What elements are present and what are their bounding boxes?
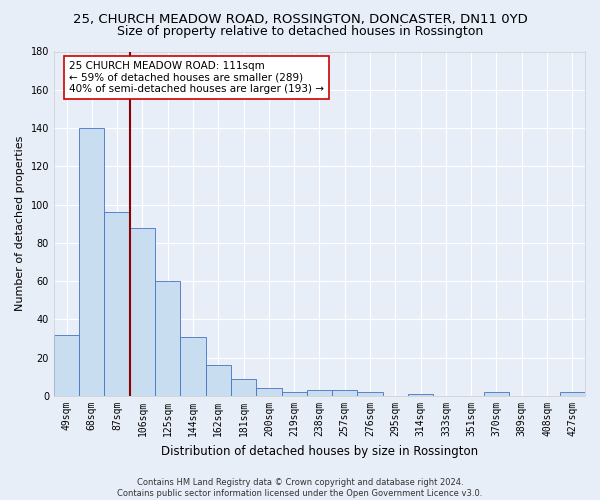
Y-axis label: Number of detached properties: Number of detached properties [15, 136, 25, 312]
Bar [281, 392, 307, 396]
Text: 25 CHURCH MEADOW ROAD: 111sqm
← 59% of detached houses are smaller (289)
40% of : 25 CHURCH MEADOW ROAD: 111sqm ← 59% of d… [69, 61, 324, 94]
Bar [358, 392, 383, 396]
Bar [307, 390, 332, 396]
Text: Size of property relative to detached houses in Rossington: Size of property relative to detached ho… [117, 25, 483, 38]
Bar [155, 281, 181, 396]
Bar [79, 128, 104, 396]
Bar [560, 392, 585, 396]
Bar [181, 336, 206, 396]
Bar [256, 388, 281, 396]
Bar [231, 379, 256, 396]
Text: Contains HM Land Registry data © Crown copyright and database right 2024.
Contai: Contains HM Land Registry data © Crown c… [118, 478, 482, 498]
Bar [130, 228, 155, 396]
Bar [54, 335, 79, 396]
Text: 25, CHURCH MEADOW ROAD, ROSSINGTON, DONCASTER, DN11 0YD: 25, CHURCH MEADOW ROAD, ROSSINGTON, DONC… [73, 12, 527, 26]
X-axis label: Distribution of detached houses by size in Rossington: Distribution of detached houses by size … [161, 444, 478, 458]
Bar [332, 390, 358, 396]
Bar [206, 366, 231, 396]
Bar [484, 392, 509, 396]
Bar [104, 212, 130, 396]
Bar [408, 394, 433, 396]
